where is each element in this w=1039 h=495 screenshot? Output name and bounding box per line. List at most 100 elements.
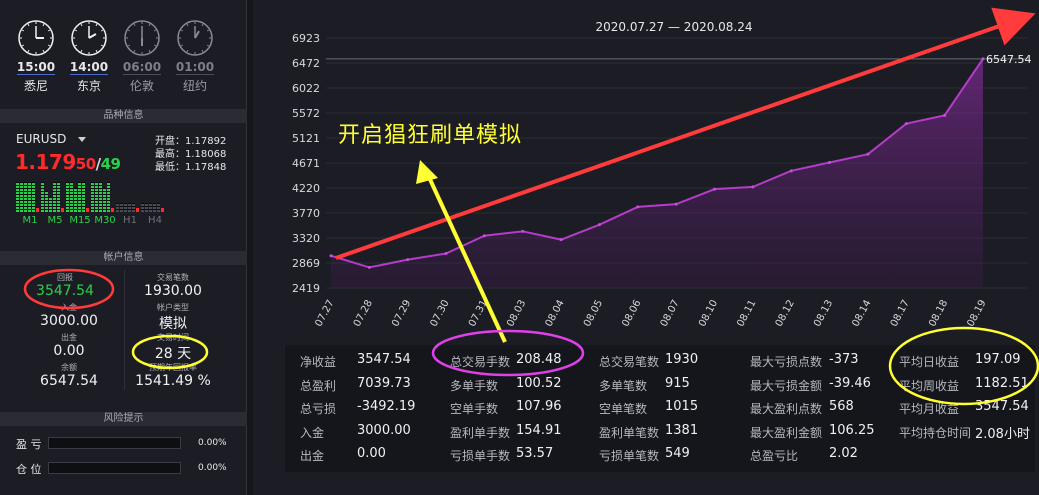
balance-stat: 余额 6547.54 (24, 362, 114, 389)
signal-bars-icon (141, 182, 169, 212)
signal-bars-icon (16, 182, 44, 212)
stat-value: 106.25 (829, 422, 875, 438)
trades-value: 1930.00 (144, 283, 202, 299)
clock-icon (71, 20, 107, 56)
x-tick-label: 08.13 (812, 298, 835, 328)
timeframe-m5[interactable]: M5 (41, 182, 69, 226)
stat-value: 7039.73 (357, 375, 411, 391)
annual-return-value: 1541.49 % (135, 373, 211, 389)
stat-label: 出金 (300, 449, 325, 463)
y-tick-label: 5572 (292, 107, 320, 120)
data-point (444, 252, 448, 256)
stats-table: 净收益 3547.54 总盈利 7039.73 总亏损 -3492.19 入金 3000.00… (285, 345, 1035, 472)
stat-value: -373 (829, 352, 859, 367)
y-tick-label: 4671 (292, 157, 320, 170)
clock-1: 14:00 东京 (69, 20, 109, 94)
x-tick-label: 08.17 (889, 298, 912, 328)
x-tick-label: 08.11 (735, 298, 758, 328)
stat-label: 平均日收益 (899, 355, 960, 369)
timeframe-m15[interactable]: M15 (66, 182, 94, 226)
account-type-value: 模拟 (159, 316, 187, 332)
stat-label: 空单手数 (450, 402, 499, 416)
data-point (636, 205, 640, 209)
data-point (904, 122, 908, 126)
price-slash: / (95, 155, 101, 173)
annual-return-stat: 预期年回报率 1541.49 % (120, 362, 226, 389)
x-tick-label: 07.28 (352, 298, 375, 328)
world-clocks: 15:00 悉尼 14:00 东京 06:00 伦敦 01:00 纽约 (16, 20, 236, 100)
x-tick-label: 08.06 (620, 298, 643, 328)
symbol-name[interactable]: EURUSD (16, 132, 67, 146)
signal-bars-icon (91, 182, 119, 212)
timeframe-label: M30 (94, 215, 116, 226)
stat-value: 2.02 (829, 446, 858, 461)
clock-icon (18, 20, 54, 56)
timeframe-h1[interactable]: H1 (116, 182, 144, 226)
x-tick-label: 07.30 (429, 298, 452, 328)
signal-bars-icon (116, 182, 144, 212)
x-tick-label: 08.19 (965, 298, 988, 328)
section-account-header: 帐户信息 (0, 251, 247, 265)
stat-label: 总交易笔数 (599, 355, 660, 369)
clock-icon (177, 20, 213, 56)
account-type-stat: 帐户类型 模拟 (128, 302, 218, 333)
balance-label: 余额 (61, 363, 77, 372)
trading-days-value: 28 天 (154, 346, 192, 362)
y-tick-label: 3770 (292, 207, 320, 220)
withdraw-stat: 出金 0.00 (24, 332, 114, 359)
data-point (559, 238, 563, 242)
y-tick-label: 6022 (292, 82, 320, 95)
x-tick-label: 08.18 (927, 298, 950, 328)
trades-label: 交易笔数 (157, 273, 189, 282)
section-variety-header: 品种信息 (0, 109, 247, 123)
annual-return-label: 预期年回报率 (149, 363, 197, 372)
stat-value: 1182.51 (975, 375, 1029, 391)
timeframe-m1[interactable]: M1 (16, 182, 44, 226)
data-point (828, 161, 832, 165)
equity-area (331, 58, 983, 288)
stat-value: 3547.54 (357, 352, 411, 367)
x-tick-label: 08.03 (505, 298, 528, 328)
data-point (367, 265, 371, 269)
clock-time: 01:00 (175, 60, 215, 75)
timeframe-m30[interactable]: M30 (91, 182, 119, 226)
x-tick-label: 08.12 (774, 298, 797, 328)
stat-label: 平均月收益 (899, 402, 960, 416)
y-tick-label: 3320 (292, 232, 320, 245)
clock-time: 06:00 (122, 60, 162, 75)
data-point (943, 113, 947, 117)
stat-label: 平均周收益 (899, 378, 960, 393)
data-point (329, 254, 333, 258)
timeframe-label: H4 (148, 215, 162, 226)
x-tick-label: 07.27 (313, 298, 336, 328)
clock-city: 纽约 (182, 79, 207, 93)
x-tick-label: 08.07 (659, 298, 682, 328)
data-point (674, 202, 678, 206)
timeframe-label: M1 (22, 215, 38, 226)
stat-value: 568 (829, 399, 854, 414)
clock-icon (124, 20, 160, 56)
stat-value: 1015 (665, 399, 699, 414)
timeframe-h4[interactable]: H4 (141, 182, 169, 226)
divider (124, 270, 125, 390)
equity-chart: 2020.07.27 — 2020.08.24 6923 6472 6022 5572 5… (292, 20, 1032, 329)
stat-label: 入金 (300, 425, 325, 440)
data-point (521, 229, 525, 233)
price-main: 1.179 (15, 150, 76, 174)
price-bid-pips: 50 (75, 155, 96, 173)
stat-label: 盈利单笔数 (599, 425, 660, 440)
y-tick-label: 2869 (292, 257, 320, 270)
stat-label: 净收益 (300, 355, 337, 369)
stat-label: 盈利单手数 (450, 425, 511, 440)
clock-3: 01:00 纽约 (175, 20, 215, 94)
stat-value: 197.09 (975, 352, 1021, 367)
x-tick-label: 07.29 (390, 298, 413, 328)
withdraw-label: 出金 (61, 333, 77, 342)
withdraw-value: 0.00 (53, 343, 85, 359)
chevron-down-icon[interactable] (78, 137, 86, 142)
price-display: 1.17950/49 (15, 150, 121, 174)
stat-value: -3492.19 (357, 399, 416, 414)
stat-value: 208.48 (516, 352, 562, 367)
x-tick-label: 08.05 (582, 298, 605, 328)
